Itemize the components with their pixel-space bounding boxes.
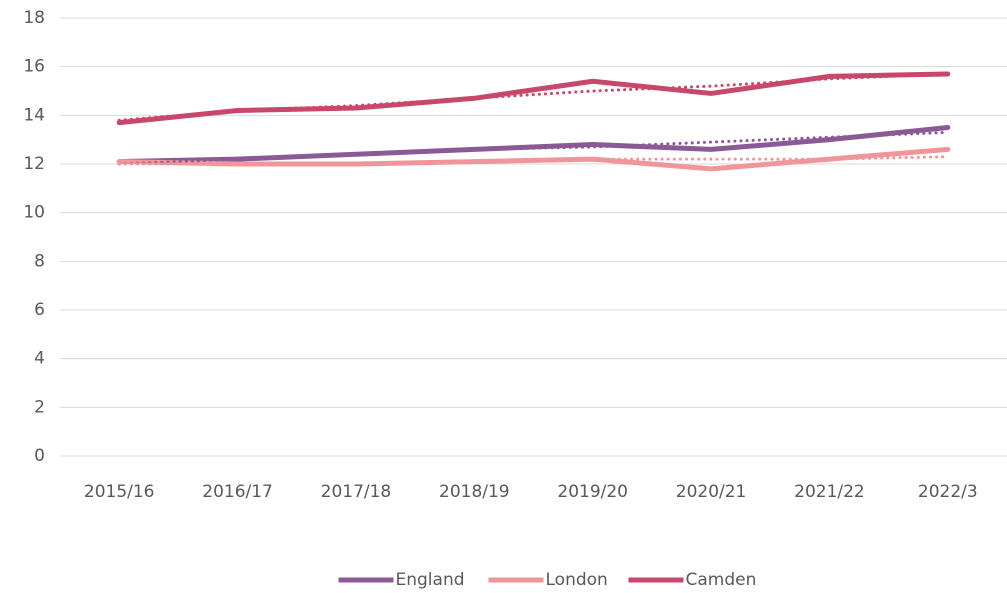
- y-tick-label: 18: [23, 8, 45, 28]
- y-tick-label: 14: [23, 105, 45, 125]
- y-tick-label: 10: [23, 203, 45, 223]
- x-tick-label: 2019/20: [557, 482, 628, 502]
- y-tick-label: 12: [23, 154, 45, 174]
- x-tick-label: 2020/21: [676, 482, 747, 502]
- y-tick-label: 16: [23, 57, 45, 77]
- legend-label: England: [396, 570, 465, 590]
- trend-line: [117, 130, 950, 166]
- trend-line: [117, 72, 950, 122]
- y-tick-label: 0: [34, 446, 45, 466]
- y-tick-label: 6: [34, 300, 45, 320]
- x-tick-label: 2018/19: [439, 482, 510, 502]
- series-line: [116, 125, 951, 165]
- x-tick-label: 2021/22: [794, 482, 865, 502]
- series-line: [116, 71, 951, 126]
- x-tick-label: 2022/3: [918, 482, 978, 502]
- y-tick-label: 2: [34, 397, 45, 417]
- x-tick-label: 2016/17: [202, 482, 273, 502]
- x-tick-label: 2015/16: [84, 482, 155, 502]
- legend-label: London: [546, 570, 608, 590]
- legend-label: Camden: [686, 570, 757, 590]
- y-tick-label: 4: [34, 349, 45, 369]
- y-tick-label: 8: [34, 251, 45, 271]
- trend-line: [117, 155, 950, 166]
- x-tick-label: 2017/18: [321, 482, 392, 502]
